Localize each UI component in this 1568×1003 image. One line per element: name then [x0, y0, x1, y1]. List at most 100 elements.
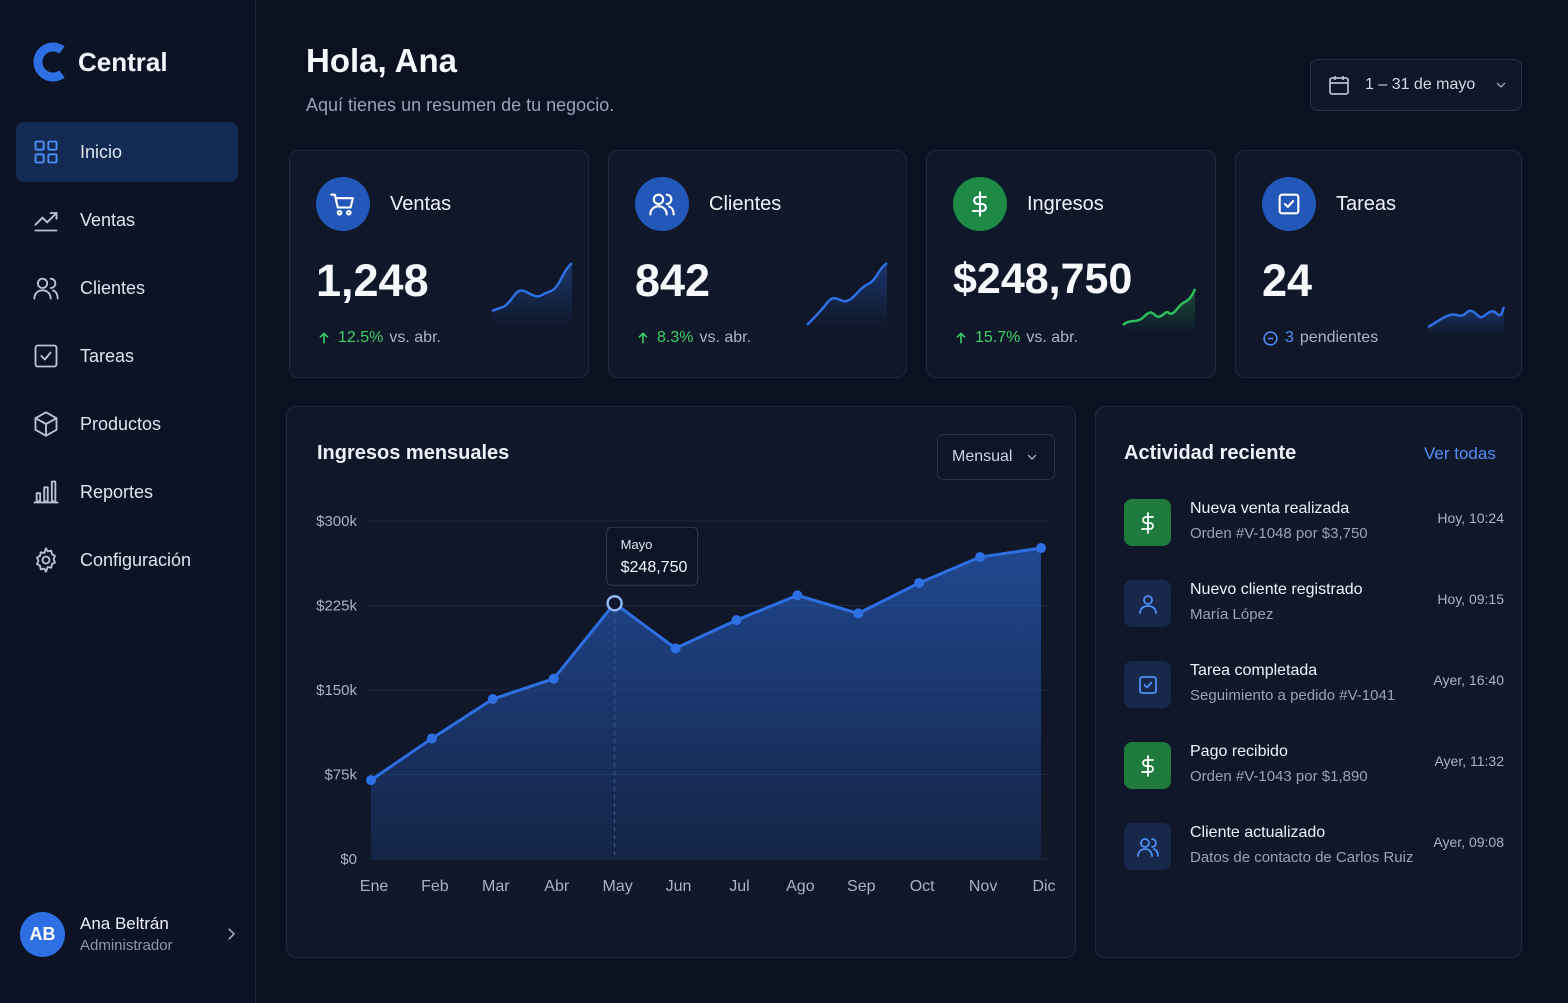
card-delta: 15.7% vs. abr. — [953, 329, 1078, 347]
panel-title: Ingresos mensuales — [317, 442, 510, 464]
sidebar-item-productos[interactable]: Productos — [16, 394, 238, 454]
tooltip-value: $248,750 — [621, 559, 688, 576]
arrow-up-icon — [638, 332, 648, 344]
activity-item[interactable]: Cliente actualizado Datos de contacto de… — [1124, 823, 1504, 883]
sidebar-item-clientes[interactable]: Clientes — [16, 258, 238, 318]
view-all-link[interactable]: Ver todas — [1424, 444, 1496, 463]
activity-item[interactable]: Nueva venta realizada Orden #V-1048 por … — [1124, 499, 1504, 559]
checkbox-icon — [34, 344, 58, 368]
sidebar-item-configuracion[interactable]: Configuración — [16, 530, 238, 590]
period-select-value: Mensual — [952, 448, 1013, 465]
delta-percent: 8.3% — [657, 329, 694, 346]
data-point — [426, 733, 437, 744]
x-tick-label: Oct — [910, 878, 935, 895]
card-icon-bg — [953, 177, 1007, 231]
period-select[interactable]: Mensual — [937, 434, 1055, 480]
tooltip-box — [606, 526, 699, 586]
x-tick-label: Ago — [786, 878, 815, 895]
activity-item[interactable]: Nuevo cliente registrado María López Hoy… — [1124, 580, 1504, 640]
activity-desc: Orden #V-1048 por $3,750 — [1190, 525, 1368, 542]
grid-icon — [34, 140, 58, 164]
activity-item[interactable]: Tarea completada Seguimiento a pedido #V… — [1124, 661, 1504, 721]
x-tick-label: Sep — [847, 878, 876, 895]
card-value: 842 — [635, 255, 711, 306]
data-point — [792, 590, 803, 601]
delta-percent: 15.7% — [975, 329, 1021, 346]
user-name: Ana Beltrán — [80, 914, 169, 933]
data-point — [975, 552, 986, 563]
data-point — [670, 643, 681, 654]
activity-time: Hoy, 10:24 — [1437, 510, 1504, 526]
pending-count: 3 — [1285, 329, 1294, 346]
delta-suffix: vs. abr. — [389, 329, 441, 346]
activity-title: Nuevo cliente registrado — [1190, 581, 1363, 598]
user-icon — [1138, 594, 1157, 614]
card-icon-bg — [316, 177, 370, 231]
card-delta: 12.5% vs. abr. — [316, 329, 441, 347]
date-range-picker[interactable]: 1 – 31 de mayo — [1310, 59, 1522, 111]
activity-time: Ayer, 11:32 — [1434, 753, 1504, 769]
avatar: AB — [20, 911, 65, 957]
x-tick-label: Feb — [421, 878, 449, 895]
calendar-icon — [1329, 76, 1349, 95]
card-value: 24 — [1262, 255, 1313, 306]
data-point — [1036, 543, 1046, 554]
brand-name: Central — [78, 46, 168, 77]
sidebar-item-tareas[interactable]: Tareas — [16, 326, 238, 386]
user-profile[interactable]: AB Ana Beltrán Administrador — [20, 910, 240, 958]
arrow-up-icon — [956, 332, 966, 344]
activity-title: Cliente actualizado — [1190, 824, 1326, 841]
trend-icon — [34, 212, 58, 232]
card-title: Ventas — [390, 193, 452, 215]
gear-icon — [36, 547, 56, 573]
date-range-label: 1 – 31 de mayo — [1365, 76, 1476, 93]
data-point — [487, 694, 498, 705]
sidebar-nav: Inicio Ventas Clientes Tareas Productos … — [16, 122, 238, 598]
sidebar-item-label: Reportes — [80, 481, 154, 502]
stat-card-ventas[interactable]: Ventas 1,248 12.5% vs. abr. — [289, 150, 589, 378]
delta-suffix: vs. abr. — [1026, 329, 1078, 346]
users-icon — [1136, 837, 1159, 857]
delta-percent: 12.5% — [338, 329, 384, 346]
activity-desc: Seguimiento a pedido #V-1041 — [1190, 687, 1396, 704]
chevron-down-icon — [1496, 82, 1506, 88]
sidebar-item-label: Clientes — [80, 277, 146, 298]
data-point — [914, 577, 925, 588]
data-point — [853, 608, 864, 619]
activity-desc: Datos de contacto de Carlos Ruiz — [1190, 849, 1414, 866]
brand[interactable]: Central — [32, 42, 168, 82]
revenue-chart: $0 $75k $150k $225k $300k Ene Feb Mar Abr May Jun J… — [316, 513, 1055, 895]
sidebar-item-label: Configuración — [80, 549, 192, 570]
activity-item[interactable]: Pago recibido Orden #V-1043 por $1,890 A… — [1124, 742, 1504, 802]
chevron-down-icon — [1028, 454, 1037, 460]
users-icon — [649, 193, 675, 216]
sidebar-item-reportes[interactable]: Reportes — [16, 462, 238, 522]
stat-card-ingresos[interactable]: Ingresos $248,750 15.7% vs. abr. — [926, 150, 1216, 378]
activity-title: Tarea completada — [1190, 662, 1318, 679]
card-icon-bg — [635, 177, 689, 231]
sparkline — [1122, 288, 1197, 333]
dollar-icon — [1140, 754, 1154, 777]
activity-icon-bg — [1124, 661, 1171, 708]
data-point — [731, 615, 742, 626]
activity-title: Nueva venta realizada — [1190, 500, 1350, 517]
sidebar-item-inicio[interactable]: Inicio — [16, 122, 238, 182]
x-tick-label: Jul — [729, 878, 749, 895]
box-icon — [34, 411, 58, 437]
x-tick-label: Dic — [1032, 878, 1055, 895]
dollar-icon — [971, 191, 987, 217]
data-point — [366, 775, 376, 786]
card-delta: 3 pendientes — [1262, 329, 1378, 347]
sidebar-item-ventas[interactable]: Ventas — [16, 190, 238, 250]
stat-card-tareas[interactable]: Tareas 24 3 pendientes — [1235, 150, 1522, 378]
stat-card-clientes[interactable]: Clientes 842 8.3% vs. abr. — [608, 150, 907, 378]
activity-desc: Orden #V-1043 por $1,890 — [1190, 768, 1368, 785]
y-tick-label: $150k — [316, 682, 357, 699]
page-title: Hola, Ana — [306, 42, 457, 79]
sidebar-item-label: Inicio — [80, 141, 123, 162]
activity-icon-bg — [1124, 823, 1171, 870]
card-title: Tareas — [1336, 193, 1397, 215]
activity-time: Hoy, 09:15 — [1437, 591, 1504, 607]
delta-suffix: vs. abr. — [699, 329, 752, 346]
checkbox-icon — [1138, 675, 1157, 694]
